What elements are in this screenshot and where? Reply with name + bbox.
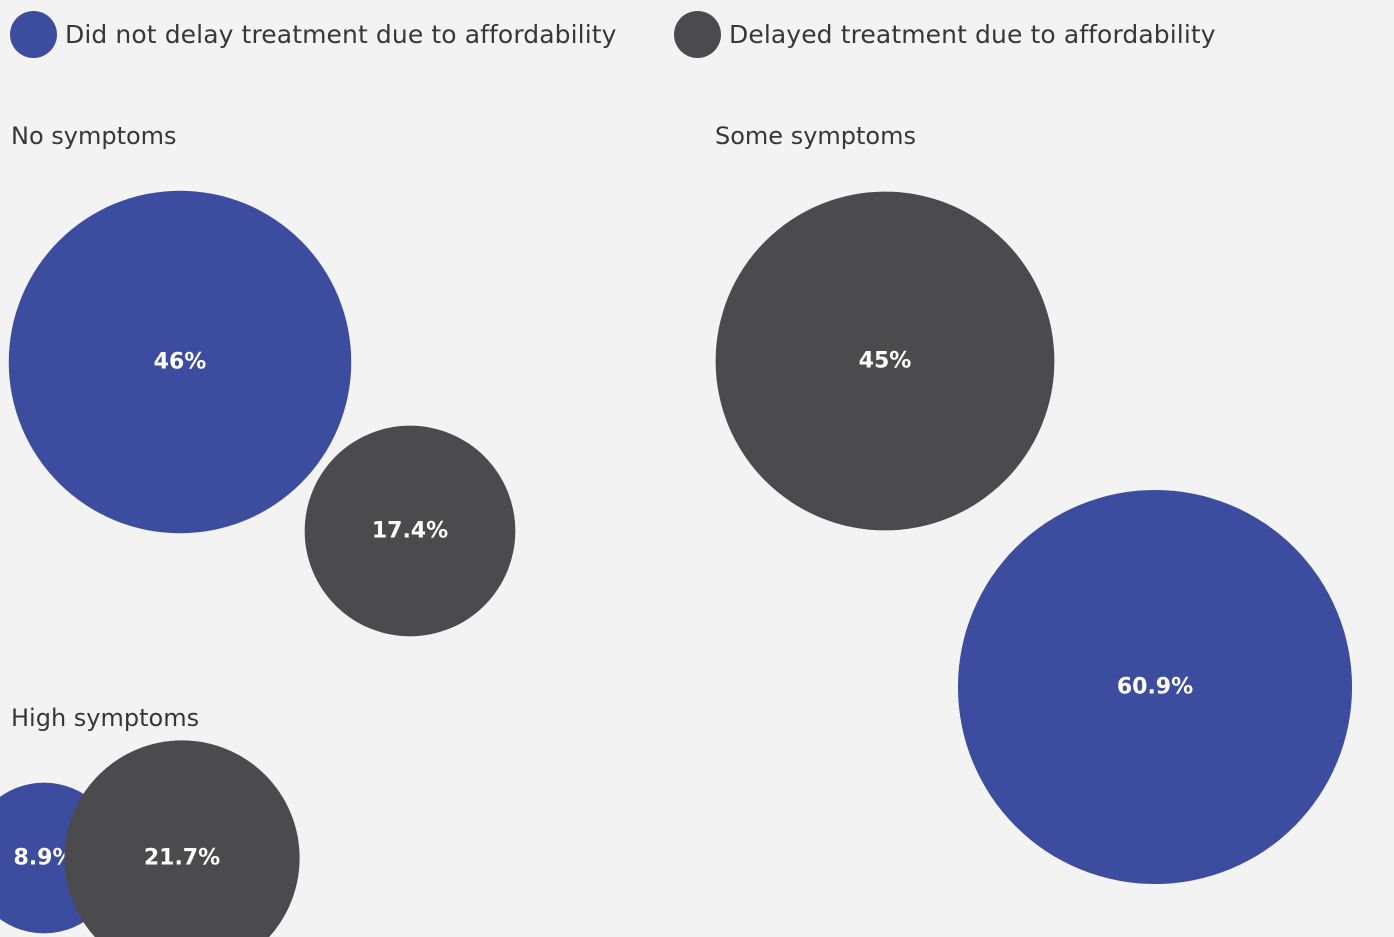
legend-swatch-delayed bbox=[674, 10, 721, 58]
bubble-label-no-symptoms-2: 17.4% bbox=[372, 519, 448, 544]
bubble-label-high-symptoms-2: 21.7% bbox=[144, 846, 220, 871]
bubble-high-symptoms-2[interactable] bbox=[64, 740, 300, 937]
panel-title-no-symptoms: No symptoms bbox=[11, 122, 177, 150]
legend-item-delayed[interactable]: Delayed treatment due to affordability bbox=[674, 10, 1216, 58]
bubble-label-some-symptoms-2: 60.9% bbox=[1117, 675, 1193, 700]
panel-title-some-symptoms: Some symptoms bbox=[715, 122, 916, 150]
bubble-some-symptoms-2[interactable] bbox=[957, 489, 1353, 885]
legend-label-did-not-delay: Did not delay treatment due to affordabi… bbox=[65, 19, 617, 49]
bubble-label-high-symptoms-1: 8.9% bbox=[13, 846, 74, 871]
legend: Did not delay treatment due to affordabi… bbox=[10, 10, 1390, 58]
panel-title-high-symptoms: High symptoms bbox=[11, 704, 200, 732]
bubble-no-symptoms-1[interactable] bbox=[8, 190, 352, 534]
bubble-label-no-symptoms-1: 46% bbox=[154, 350, 207, 375]
bubble-no-symptoms-2[interactable] bbox=[304, 425, 516, 637]
legend-swatch-did-not-delay bbox=[10, 10, 57, 58]
bubble-some-symptoms-1[interactable] bbox=[715, 191, 1055, 531]
legend-label-delayed: Delayed treatment due to affordability bbox=[729, 19, 1216, 49]
bubble-label-some-symptoms-1: 45% bbox=[859, 349, 912, 374]
legend-item-did-not-delay[interactable]: Did not delay treatment due to affordabi… bbox=[10, 10, 617, 58]
